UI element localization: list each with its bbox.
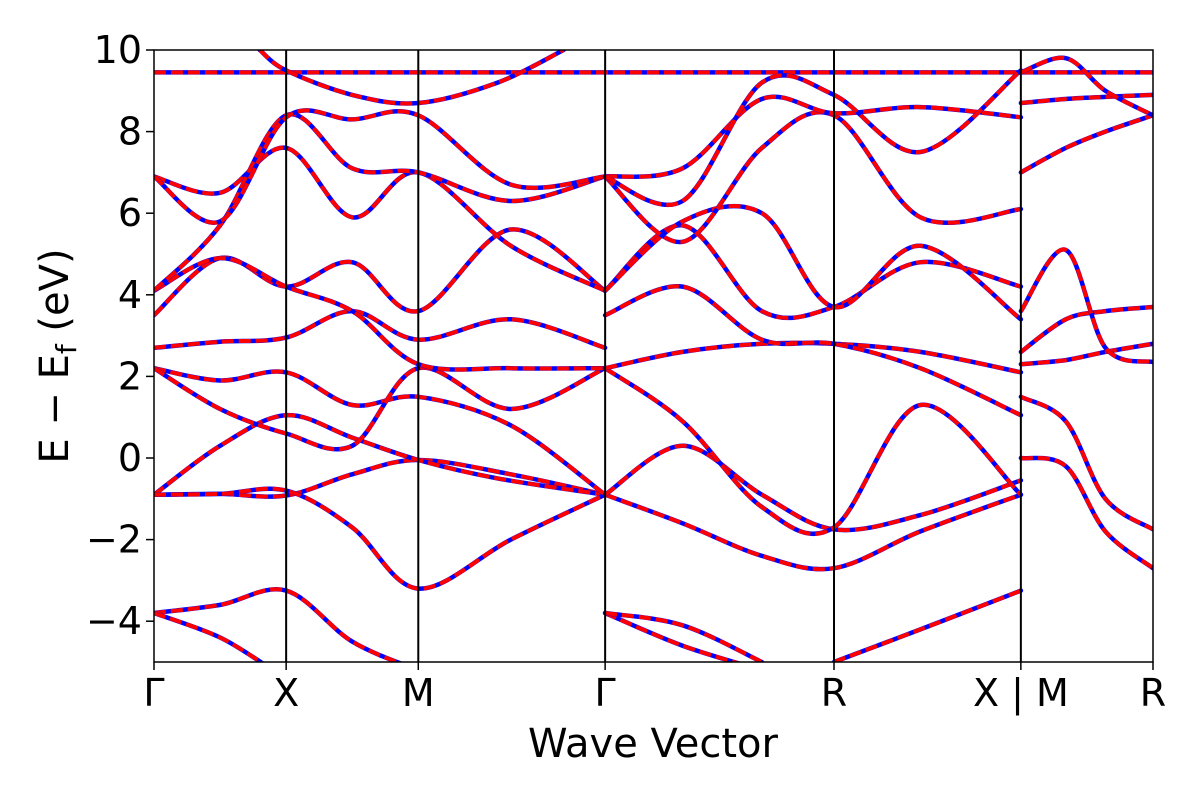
band-line-red-3 [154, 413, 606, 497]
band-line-red-33 [1019, 113, 1153, 175]
band-line-blue-7 [154, 308, 608, 351]
band-line-red-1 [154, 611, 265, 662]
band-line-blue-9 [154, 255, 608, 372]
band-line-red-16 [603, 443, 1022, 533]
y-axis-title-base: E − E [32, 354, 78, 464]
band-line-red-29 [1020, 455, 1153, 570]
band-line-red-28 [1019, 394, 1153, 532]
band-line-red-15 [604, 492, 1022, 572]
band-line-red-22 [603, 110, 1022, 244]
y-tick-label: 6 [118, 191, 142, 235]
band-line-blue-19 [602, 284, 1024, 418]
x-tick-label: Γ [595, 671, 616, 715]
y-tick-label: −2 [86, 518, 142, 562]
y-tick-label: 8 [118, 110, 142, 154]
y-tick-label: −4 [86, 599, 142, 643]
band-line-red-4 [154, 486, 606, 591]
x-tick-label: X [273, 671, 299, 715]
band-line-red-19 [604, 284, 1022, 418]
band-line-red-34 [1020, 92, 1153, 105]
band-line-red-5 [154, 366, 607, 497]
x-axis-title: Wave Vector [528, 721, 779, 767]
high-symmetry-lines [285, 50, 1022, 662]
band-line-red-11 [154, 112, 606, 293]
band-line-red-14 [258, 50, 565, 106]
band-line-red-31 [1019, 305, 1153, 354]
y-tick-label: 10 [94, 28, 142, 72]
band-line-red-32 [1019, 247, 1153, 365]
band-line-blue-8 [154, 227, 608, 318]
band-line-blue-29 [1018, 455, 1153, 571]
band-line-blue-18 [602, 340, 1024, 375]
band-line-red-25 [604, 611, 742, 662]
band-line-blue-5 [154, 365, 608, 497]
band-line-blue-24 [602, 68, 1024, 208]
band-line-red-9 [154, 256, 606, 372]
y-axis-title-unit: (eV) [32, 248, 78, 344]
band-line-red-21 [603, 204, 1023, 321]
band-line-red-35 [1020, 55, 1153, 118]
band-line-blue-12 [154, 108, 608, 225]
y-axis-title: E − Ef (eV) [32, 248, 83, 463]
x-tick-label: X | M [973, 671, 1069, 716]
band-line-red-23 [604, 94, 1022, 179]
band-line-red-2 [154, 457, 606, 499]
band-line-blue-4 [154, 486, 608, 591]
y-tick-label: 0 [118, 436, 142, 480]
band-line-red-6 [154, 365, 606, 452]
band-line-red-10 [154, 145, 606, 293]
band-line-red-0 [154, 587, 403, 662]
band-line-red-27 [833, 588, 1022, 662]
x-tick-label: R [821, 671, 847, 715]
plot-frame [153, 49, 1154, 663]
band-line-red-26 [604, 611, 763, 662]
band-line-red-24 [604, 68, 1023, 207]
band-line-blue-28 [1018, 394, 1153, 532]
band-line-blue-3 [154, 412, 608, 497]
y-tick-label: 2 [118, 354, 142, 398]
x-tick-label: Γ [143, 671, 164, 715]
x-tick-label: M [402, 671, 435, 715]
band-line-red-30 [1020, 341, 1153, 367]
y-axis-ticks: −4 −2 0 2 4 6 8 10 [86, 28, 154, 643]
band-line-red-12 [154, 108, 606, 225]
band-line-red-17 [603, 366, 1023, 536]
y-tick-label: 4 [118, 273, 142, 317]
band-line-blue-35 [1018, 55, 1153, 118]
bands-layer [154, 50, 1153, 662]
band-line-blue-26 [602, 610, 765, 662]
x-tick-label: R [1140, 671, 1166, 715]
y-axis-title-sub: f [50, 343, 83, 354]
band-line-blue-27 [831, 588, 1024, 662]
x-axis-ticks: Γ X M Γ R X | M R [143, 662, 1166, 716]
band-line-red-8 [154, 227, 607, 317]
